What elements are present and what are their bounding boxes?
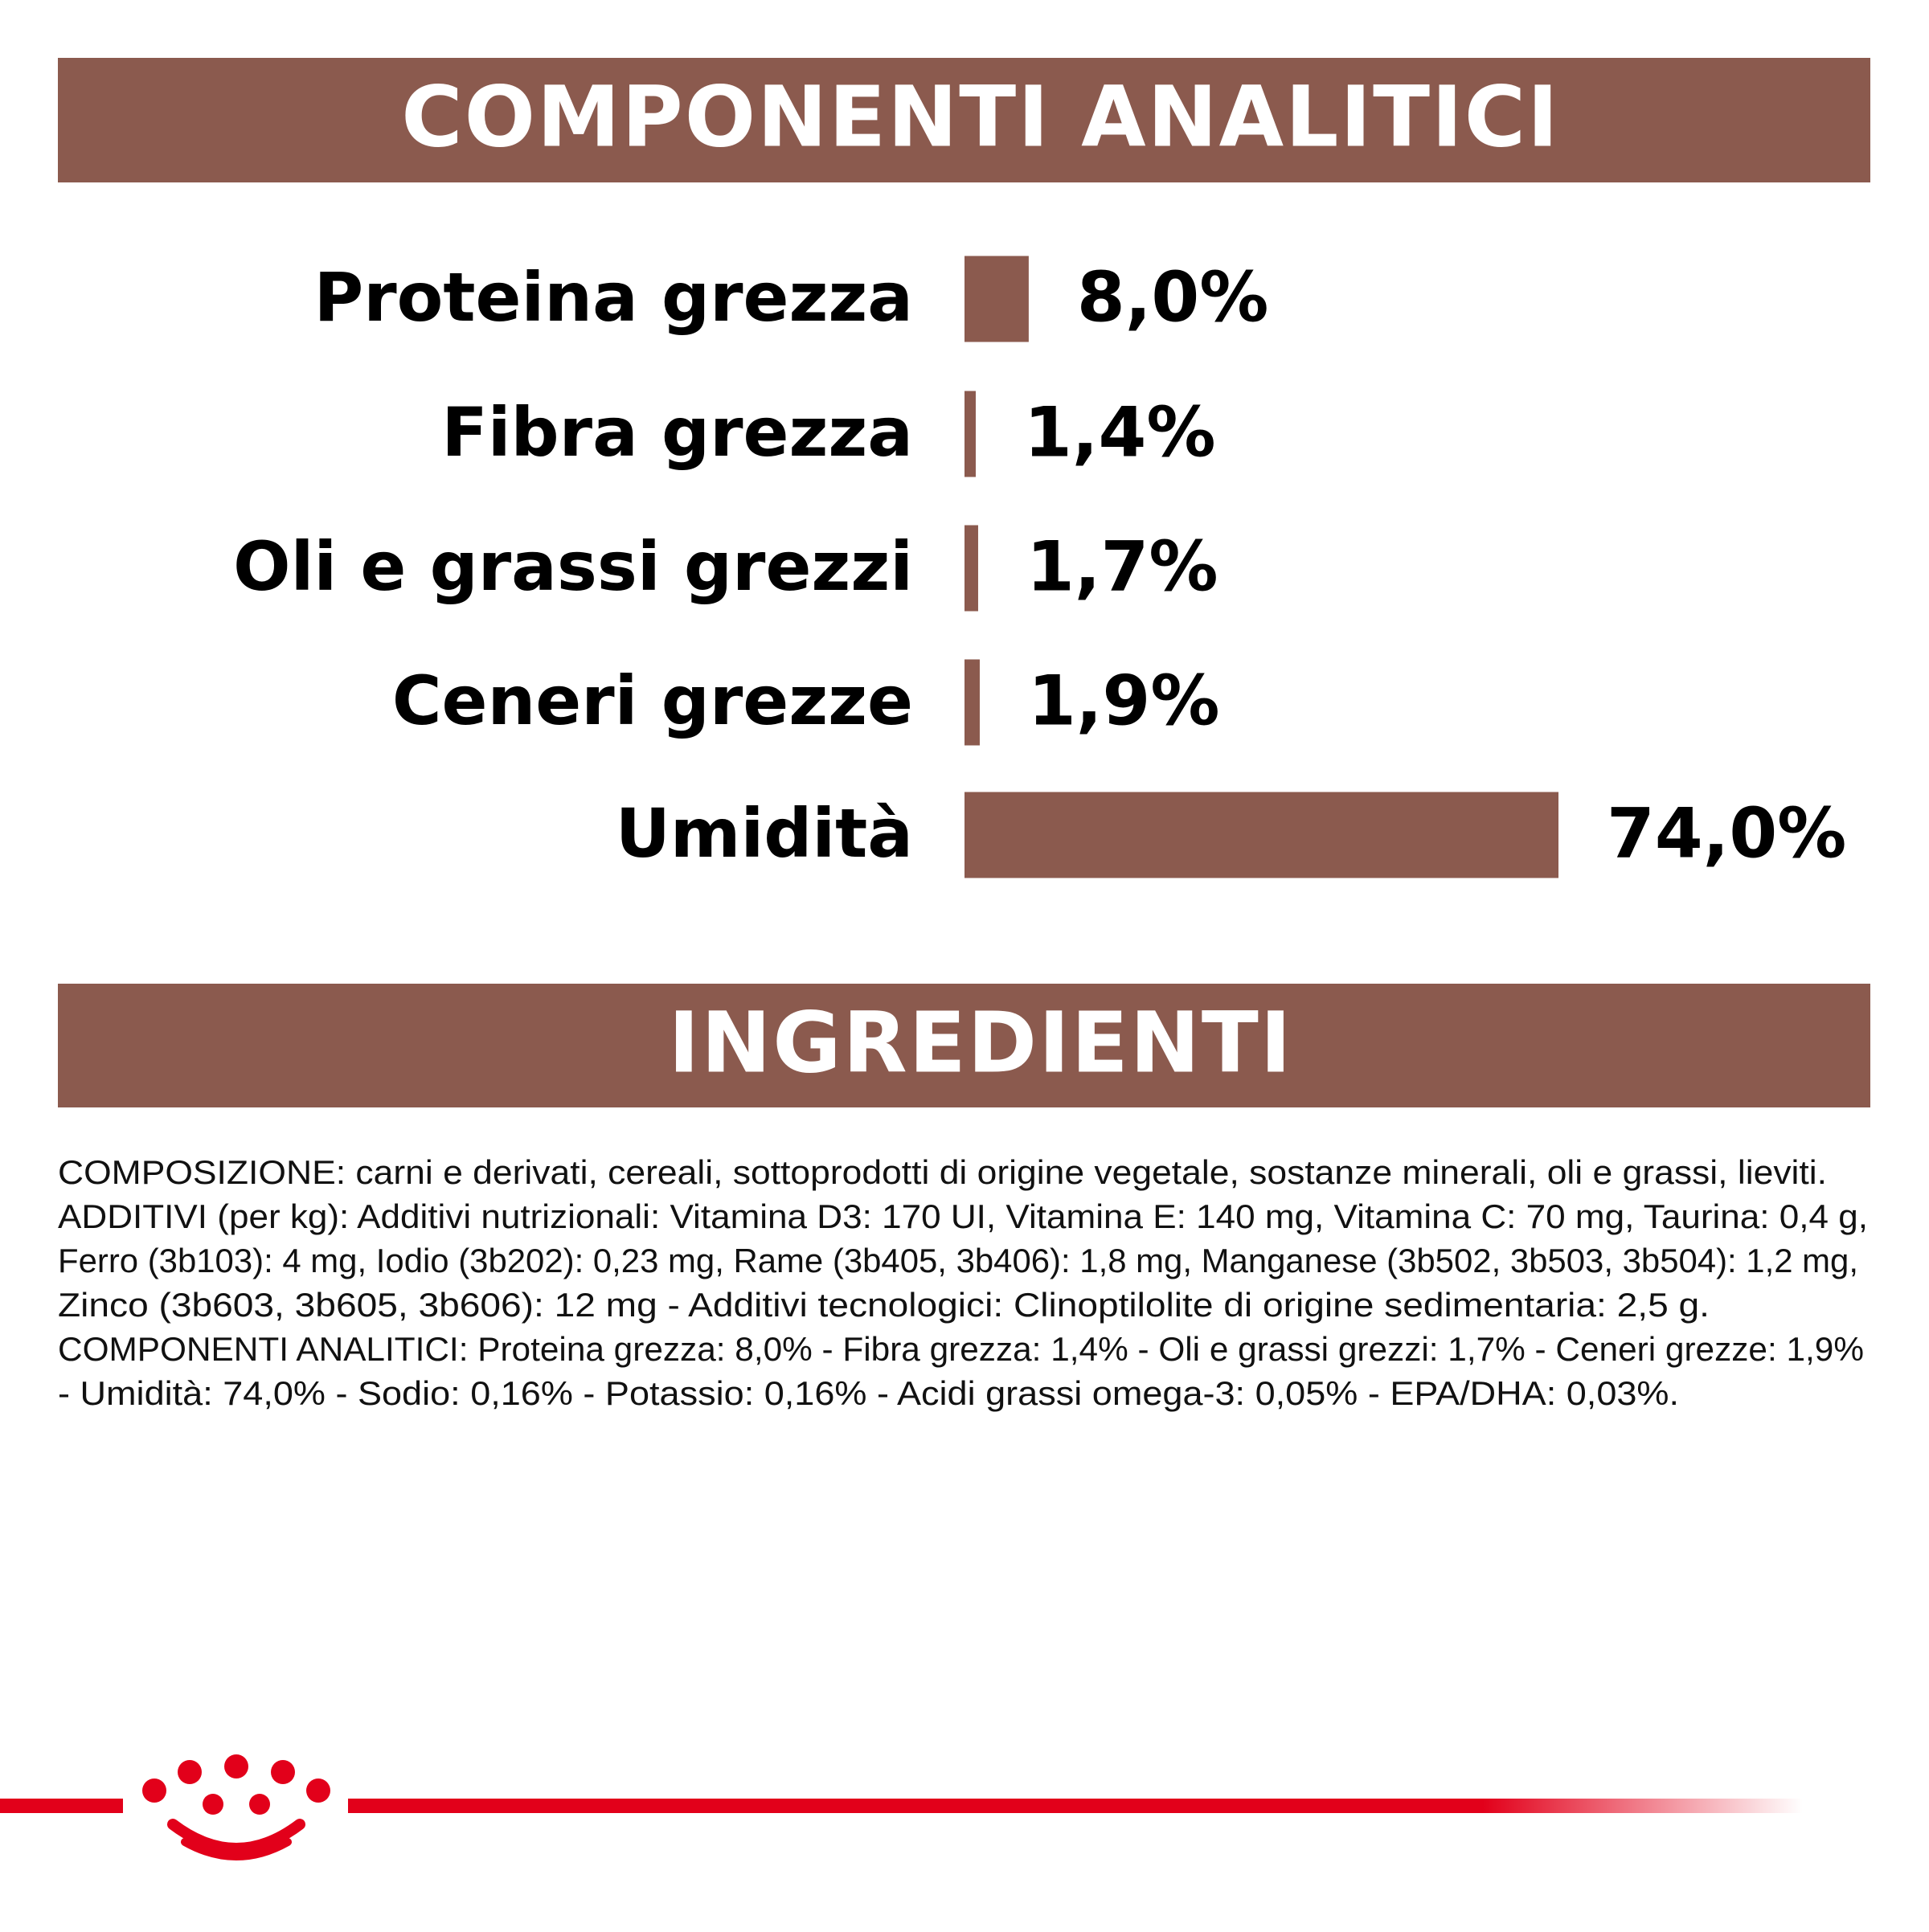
ingredient-line: COMPONENTI ANALITICI: Proteina grezza: 8… (58, 1330, 1864, 1368)
ingredient-line: COMPOSIZIONE: carni e derivati, cereali,… (58, 1153, 1827, 1191)
bar-chart: Proteina grezza 8,0% Fibra grezza 1,4% Oli e… (233, 256, 1846, 878)
bar (964, 391, 976, 477)
section-title: INGREDIENTI (669, 993, 1293, 1091)
category-label: Proteina grezza (314, 258, 913, 337)
ingredient-line: - Umidità: 74,0% - Sodio: 0,16% - Potass… (58, 1374, 1679, 1412)
category-label: Umidità (616, 794, 913, 873)
category-label: Fibra grezza (441, 393, 913, 472)
header-band (58, 58, 1870, 182)
value-label: 1,7% (1026, 526, 1218, 607)
category-label: Oli e grassi grezzi (233, 527, 913, 606)
value-label: 74,0% (1607, 793, 1846, 874)
bar (964, 525, 978, 612)
value-label: 1,4% (1024, 392, 1216, 473)
footer-logo (0, 1754, 1803, 1860)
bar (964, 256, 1029, 342)
ingredients-text: COMPOSIZIONE: carni e derivati, cereali,… (58, 1153, 1868, 1412)
bar (964, 792, 1558, 878)
header-band (58, 984, 1870, 1107)
chart-title: COMPONENTI ANALITICI (401, 68, 1559, 166)
ingredient-line: Ferro (3b103): 4 mg, Iodio (3b202): 0,23… (58, 1242, 1858, 1279)
category-label: Ceneri grezze (392, 661, 913, 740)
value-label: 1,9% (1028, 661, 1220, 741)
bar (964, 659, 980, 746)
ingredient-line: ADDITIVI (per kg): Additivi nutrizionali… (58, 1197, 1868, 1235)
ingredient-line: Zinco (3b603, 3b605, 3b606): 12 mg - Add… (58, 1286, 1710, 1324)
value-label: 8,0% (1077, 257, 1269, 338)
